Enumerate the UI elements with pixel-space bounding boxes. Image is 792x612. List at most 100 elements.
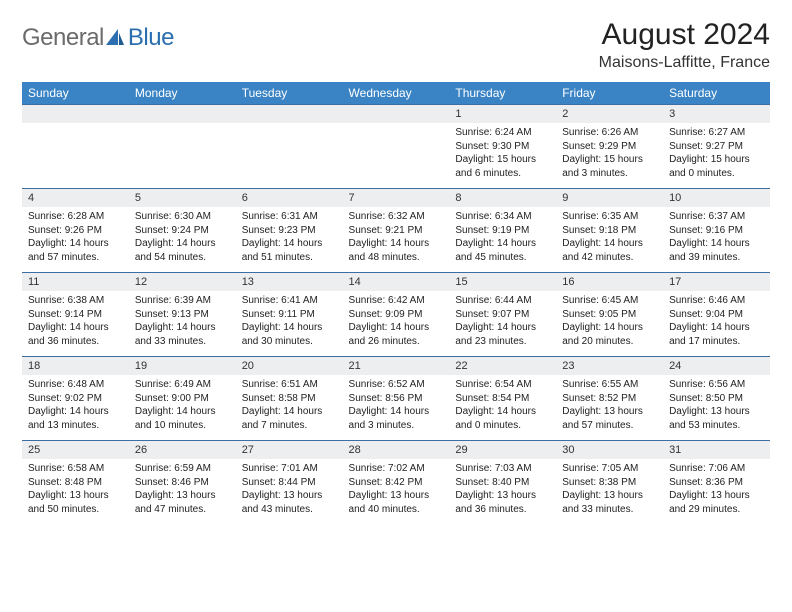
sunset-line: Sunset: 9:05 PM: [562, 308, 657, 322]
day-details: Sunrise: 6:27 AMSunset: 9:27 PMDaylight:…: [663, 123, 770, 188]
calendar-day-cell: 16Sunrise: 6:45 AMSunset: 9:05 PMDayligh…: [556, 273, 663, 357]
daylight-line: Daylight: 14 hours and 26 minutes.: [349, 321, 444, 348]
sunset-line: Sunset: 8:36 PM: [669, 476, 764, 490]
calendar-day-cell: 22Sunrise: 6:54 AMSunset: 8:54 PMDayligh…: [449, 357, 556, 441]
calendar-day-cell: [343, 105, 450, 189]
day-number: [129, 105, 236, 123]
sunset-line: Sunset: 9:24 PM: [135, 224, 230, 238]
daylight-line: Daylight: 13 hours and 57 minutes.: [562, 405, 657, 432]
calendar-day-cell: 29Sunrise: 7:03 AMSunset: 8:40 PMDayligh…: [449, 441, 556, 525]
daylight-line: Daylight: 14 hours and 13 minutes.: [28, 405, 123, 432]
day-number: [343, 105, 450, 123]
sunset-line: Sunset: 9:07 PM: [455, 308, 550, 322]
day-details: Sunrise: 6:38 AMSunset: 9:14 PMDaylight:…: [22, 291, 129, 356]
sunrise-line: Sunrise: 7:06 AM: [669, 462, 764, 476]
sunrise-line: Sunrise: 6:41 AM: [242, 294, 337, 308]
daylight-line: Daylight: 14 hours and 36 minutes.: [28, 321, 123, 348]
sunrise-line: Sunrise: 6:59 AM: [135, 462, 230, 476]
calendar-day-cell: 23Sunrise: 6:55 AMSunset: 8:52 PMDayligh…: [556, 357, 663, 441]
daylight-line: Daylight: 14 hours and 3 minutes.: [349, 405, 444, 432]
calendar-day-cell: 7Sunrise: 6:32 AMSunset: 9:21 PMDaylight…: [343, 189, 450, 273]
day-details: Sunrise: 6:52 AMSunset: 8:56 PMDaylight:…: [343, 375, 450, 440]
day-details: [236, 123, 343, 179]
daylight-line: Daylight: 14 hours and 30 minutes.: [242, 321, 337, 348]
sunrise-line: Sunrise: 6:24 AM: [455, 126, 550, 140]
calendar-day-cell: 15Sunrise: 6:44 AMSunset: 9:07 PMDayligh…: [449, 273, 556, 357]
daylight-line: Daylight: 13 hours and 33 minutes.: [562, 489, 657, 516]
sunrise-line: Sunrise: 6:38 AM: [28, 294, 123, 308]
day-number: [22, 105, 129, 123]
day-number: 21: [343, 357, 450, 375]
sunset-line: Sunset: 9:02 PM: [28, 392, 123, 406]
daylight-line: Daylight: 13 hours and 29 minutes.: [669, 489, 764, 516]
sunset-line: Sunset: 9:18 PM: [562, 224, 657, 238]
page-header: General Blue August 2024 Maisons-Laffitt…: [22, 18, 770, 72]
calendar-day-cell: 24Sunrise: 6:56 AMSunset: 8:50 PMDayligh…: [663, 357, 770, 441]
sunrise-line: Sunrise: 6:37 AM: [669, 210, 764, 224]
daylight-line: Daylight: 13 hours and 43 minutes.: [242, 489, 337, 516]
day-details: Sunrise: 6:32 AMSunset: 9:21 PMDaylight:…: [343, 207, 450, 272]
sunrise-line: Sunrise: 6:32 AM: [349, 210, 444, 224]
day-details: Sunrise: 6:24 AMSunset: 9:30 PMDaylight:…: [449, 123, 556, 188]
calendar-day-cell: 17Sunrise: 6:46 AMSunset: 9:04 PMDayligh…: [663, 273, 770, 357]
sunset-line: Sunset: 8:46 PM: [135, 476, 230, 490]
day-number: 6: [236, 189, 343, 207]
sunset-line: Sunset: 9:27 PM: [669, 140, 764, 154]
day-number: 2: [556, 105, 663, 123]
sunrise-line: Sunrise: 6:34 AM: [455, 210, 550, 224]
sunrise-line: Sunrise: 6:35 AM: [562, 210, 657, 224]
calendar-day-cell: 21Sunrise: 6:52 AMSunset: 8:56 PMDayligh…: [343, 357, 450, 441]
day-details: Sunrise: 6:46 AMSunset: 9:04 PMDaylight:…: [663, 291, 770, 356]
sunset-line: Sunset: 9:00 PM: [135, 392, 230, 406]
sunset-line: Sunset: 8:54 PM: [455, 392, 550, 406]
day-number: 8: [449, 189, 556, 207]
sunrise-line: Sunrise: 7:01 AM: [242, 462, 337, 476]
sunrise-line: Sunrise: 6:31 AM: [242, 210, 337, 224]
day-details: Sunrise: 6:37 AMSunset: 9:16 PMDaylight:…: [663, 207, 770, 272]
calendar-day-cell: [236, 105, 343, 189]
sunset-line: Sunset: 9:14 PM: [28, 308, 123, 322]
daylight-line: Daylight: 14 hours and 23 minutes.: [455, 321, 550, 348]
sunset-line: Sunset: 9:21 PM: [349, 224, 444, 238]
daylight-line: Daylight: 14 hours and 48 minutes.: [349, 237, 444, 264]
daylight-line: Daylight: 14 hours and 57 minutes.: [28, 237, 123, 264]
sunset-line: Sunset: 8:56 PM: [349, 392, 444, 406]
daylight-line: Daylight: 14 hours and 17 minutes.: [669, 321, 764, 348]
day-details: Sunrise: 6:51 AMSunset: 8:58 PMDaylight:…: [236, 375, 343, 440]
daylight-line: Daylight: 14 hours and 10 minutes.: [135, 405, 230, 432]
dayhead-sat: Saturday: [663, 82, 770, 105]
day-details: Sunrise: 6:30 AMSunset: 9:24 PMDaylight:…: [129, 207, 236, 272]
calendar-day-cell: 4Sunrise: 6:28 AMSunset: 9:26 PMDaylight…: [22, 189, 129, 273]
day-details: Sunrise: 6:44 AMSunset: 9:07 PMDaylight:…: [449, 291, 556, 356]
sunset-line: Sunset: 9:19 PM: [455, 224, 550, 238]
calendar-day-cell: 10Sunrise: 6:37 AMSunset: 9:16 PMDayligh…: [663, 189, 770, 273]
dayhead-thu: Thursday: [449, 82, 556, 105]
sunrise-line: Sunrise: 6:27 AM: [669, 126, 764, 140]
sunrise-line: Sunrise: 6:51 AM: [242, 378, 337, 392]
daylight-line: Daylight: 13 hours and 40 minutes.: [349, 489, 444, 516]
day-details: Sunrise: 7:02 AMSunset: 8:42 PMDaylight:…: [343, 459, 450, 524]
daylight-line: Daylight: 14 hours and 42 minutes.: [562, 237, 657, 264]
day-details: Sunrise: 6:42 AMSunset: 9:09 PMDaylight:…: [343, 291, 450, 356]
day-details: Sunrise: 6:39 AMSunset: 9:13 PMDaylight:…: [129, 291, 236, 356]
brand-blue: Blue: [128, 24, 174, 52]
daylight-line: Daylight: 13 hours and 36 minutes.: [455, 489, 550, 516]
calendar-day-cell: 26Sunrise: 6:59 AMSunset: 8:46 PMDayligh…: [129, 441, 236, 525]
day-details: Sunrise: 7:05 AMSunset: 8:38 PMDaylight:…: [556, 459, 663, 524]
day-details: Sunrise: 6:55 AMSunset: 8:52 PMDaylight:…: [556, 375, 663, 440]
day-details: Sunrise: 7:03 AMSunset: 8:40 PMDaylight:…: [449, 459, 556, 524]
day-details: [343, 123, 450, 179]
sunrise-line: Sunrise: 6:45 AM: [562, 294, 657, 308]
sunrise-line: Sunrise: 6:55 AM: [562, 378, 657, 392]
day-details: [22, 123, 129, 179]
day-number: 18: [22, 357, 129, 375]
sunset-line: Sunset: 8:42 PM: [349, 476, 444, 490]
calendar-day-cell: [129, 105, 236, 189]
day-details: Sunrise: 6:35 AMSunset: 9:18 PMDaylight:…: [556, 207, 663, 272]
day-number: [236, 105, 343, 123]
sunset-line: Sunset: 8:44 PM: [242, 476, 337, 490]
calendar-day-cell: 5Sunrise: 6:30 AMSunset: 9:24 PMDaylight…: [129, 189, 236, 273]
sunrise-line: Sunrise: 6:30 AM: [135, 210, 230, 224]
day-details: Sunrise: 6:58 AMSunset: 8:48 PMDaylight:…: [22, 459, 129, 524]
month-title: August 2024: [599, 18, 770, 52]
